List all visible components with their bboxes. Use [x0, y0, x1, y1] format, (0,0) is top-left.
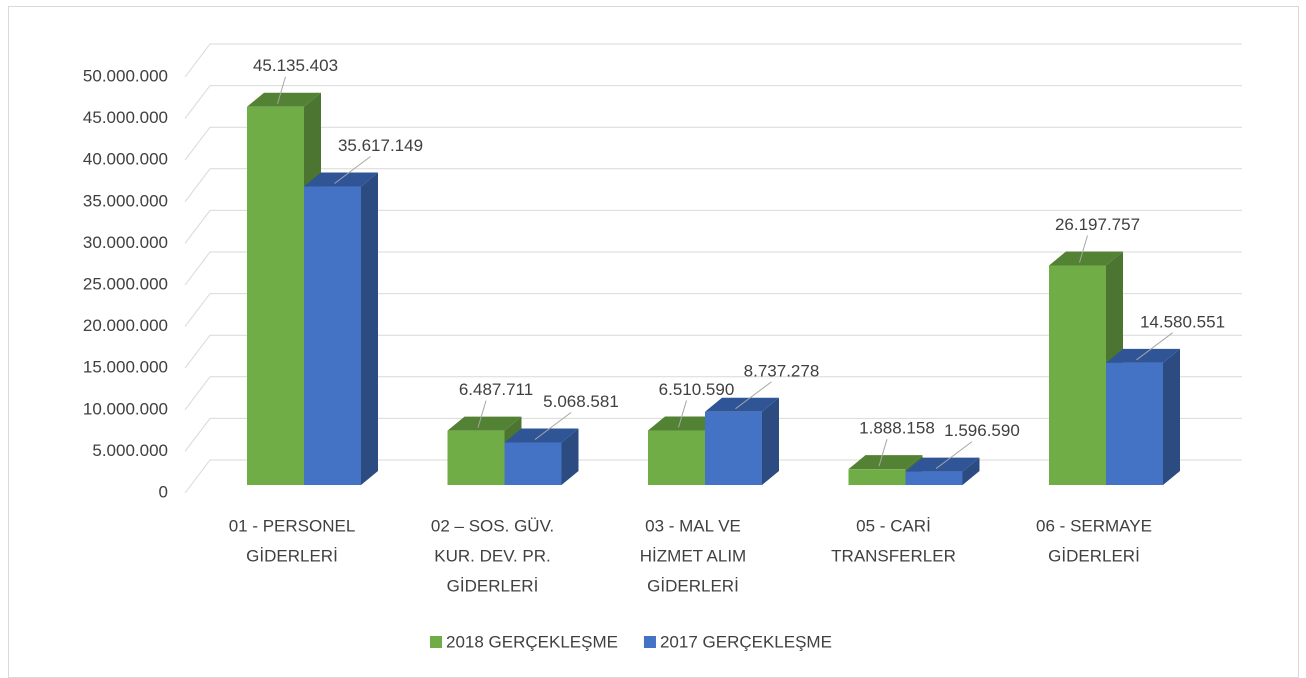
- x-tick-label: 06 - SERMAYE: [1036, 516, 1152, 535]
- grid-line: [184, 43, 1242, 78]
- bar-top: [848, 455, 923, 470]
- x-tick-label: 03 - MAL VE: [645, 516, 741, 535]
- y-tick-label: 25.000.000: [83, 274, 168, 293]
- data-label: 6.510.590: [659, 380, 735, 399]
- bar-front: [1106, 362, 1163, 485]
- data-label: 5.068.581: [543, 392, 619, 411]
- x-tick-label: GİDERLERİ: [246, 546, 338, 565]
- x-tick-label: 01 - PERSONEL: [229, 516, 356, 535]
- bar-top: [447, 416, 522, 431]
- y-tick-label: 20.000.000: [83, 316, 168, 335]
- data-label: 6.487.711: [459, 380, 533, 399]
- grid-line: [184, 417, 1242, 452]
- data-label: 1.888.158: [859, 419, 935, 438]
- legend-swatch: [430, 636, 442, 648]
- grid-line: [184, 293, 1242, 327]
- leader-line: [477, 400, 487, 428]
- x-tick-label: GİDERLERİ: [647, 576, 739, 595]
- leader-line: [878, 439, 888, 467]
- x-tick-label: 05 - CARİ: [856, 516, 931, 535]
- bar-front: [648, 430, 705, 485]
- bar-front: [304, 186, 361, 485]
- bar-top: [905, 457, 980, 472]
- grid-line: [184, 168, 1242, 203]
- data-label: 8.737.278: [744, 361, 820, 380]
- leader-line: [1079, 235, 1088, 263]
- bar-front: [1049, 265, 1106, 485]
- x-tick-label: HİZMET ALIM: [640, 546, 746, 565]
- bar-side: [1163, 348, 1180, 485]
- leader-line: [1136, 332, 1173, 361]
- bar-top: [247, 92, 321, 107]
- bar-side: [361, 172, 378, 485]
- legend-swatch: [643, 636, 656, 648]
- bar-front: [447, 430, 505, 485]
- bar-top: [504, 428, 579, 443]
- x-tick-label: GİDERLERİ: [1048, 546, 1140, 565]
- x-tick-label: TRANSFERLER: [831, 546, 956, 565]
- leader-line: [277, 76, 286, 104]
- x-tick-label: GİDERLERİ: [447, 576, 539, 595]
- grid-line: [184, 251, 1242, 286]
- bar-front: [504, 442, 562, 485]
- grid-line: [184, 376, 1242, 411]
- data-label: 45.135.403: [253, 56, 338, 75]
- bar-top: [705, 397, 779, 412]
- legend-label: 2017 GERÇEKLEŞME: [660, 632, 832, 651]
- grid-line: [184, 334, 1242, 369]
- legend-label: 2018 GERÇEKLEŞME: [446, 632, 618, 651]
- bar: [705, 397, 779, 485]
- y-tick-label: 0: [159, 482, 168, 501]
- bar-side: [561, 428, 579, 485]
- bar-front: [247, 106, 304, 485]
- bar-top: [304, 172, 378, 187]
- bar-front: [705, 411, 762, 485]
- bar: [1106, 348, 1180, 485]
- bar-top: [1049, 251, 1123, 266]
- grid-line: [184, 85, 1242, 119]
- grid-line: [184, 209, 1242, 244]
- y-tick-label: 35.000.000: [83, 191, 168, 210]
- x-tick-label: 02 – SOS. GÜV.: [431, 516, 554, 535]
- y-tick-label: 30.000.000: [83, 233, 168, 252]
- data-label: 35.617.149: [338, 136, 423, 155]
- leader-line: [935, 441, 973, 470]
- y-tick-label: 45.000.000: [83, 108, 168, 127]
- bar-side: [762, 397, 779, 485]
- bar: [905, 457, 980, 485]
- data-label: 26.197.757: [1055, 215, 1140, 234]
- bar-top: [648, 416, 722, 431]
- bar-front: [848, 469, 906, 485]
- bar-front: [905, 471, 963, 485]
- grid-line: [184, 126, 1242, 161]
- y-tick-label: 40.000.000: [83, 150, 168, 169]
- bar-side: [962, 457, 980, 485]
- leader-line: [735, 381, 772, 410]
- y-tick-label: 5.000.000: [92, 441, 168, 460]
- x-tick-label: KUR. DEV. PR.: [434, 546, 551, 565]
- y-tick-label: 50.000.000: [83, 66, 168, 85]
- leader-line: [534, 412, 572, 440]
- leader-line: [334, 156, 371, 184]
- data-label: 1.596.590: [944, 421, 1020, 440]
- leader-line: [678, 400, 687, 428]
- y-tick-label: 10.000.000: [83, 399, 168, 418]
- y-tick-label: 15.000.000: [83, 358, 168, 377]
- bar: [304, 172, 378, 485]
- bar-top: [1106, 348, 1180, 363]
- data-label: 14.580.551: [1140, 312, 1225, 331]
- bar: [504, 428, 579, 485]
